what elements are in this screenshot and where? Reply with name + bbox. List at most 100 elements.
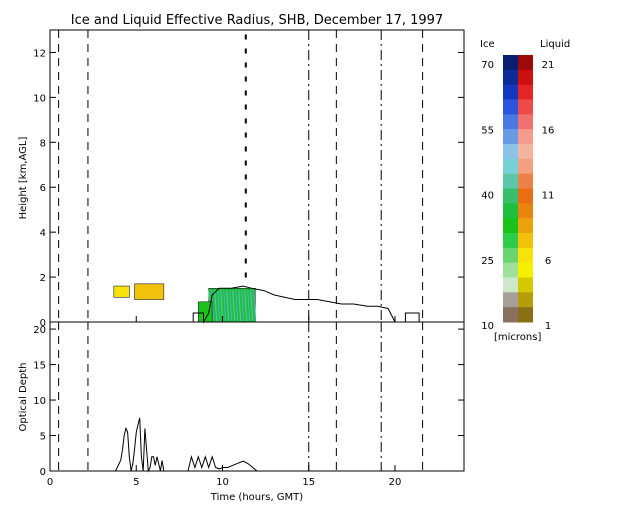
liquid-cloud-region [113,285,130,298]
optical-depth-axis-label: Optical Depth [18,363,29,432]
ice-tick-label: 70 [481,60,494,71]
liquid-swatch [518,129,533,145]
time-ticks: 0 5 10 15 20 [47,465,402,488]
liquid-cloud-region [134,283,165,300]
liquid-swatch [518,247,533,264]
y-tick-label: 4 [40,228,46,239]
time-axis-label: Time (hours, GMT) [210,492,304,503]
ice-tick-label: 10 [481,321,494,332]
ice-texture-streak [214,290,218,322]
y-tick-label: 5 [40,432,46,443]
colorbar-ice-swatches [503,55,518,323]
optical-depth-series [115,417,258,473]
ice-tick-label: 25 [481,256,494,267]
ice-swatch [503,307,518,323]
ice-swatch [503,233,518,249]
ice-texture-streak [250,290,254,322]
liquid-swatch [518,277,533,293]
colorbar: Ice Liquid 70 55 40 25 10 21 16 11 6 1 [microns] [480,39,570,343]
ice-swatch [503,218,518,234]
height-axis-label: Height [km,AGL] [18,137,29,220]
radius-plot-frame [49,29,465,323]
liquid-swatch [518,203,533,219]
y-tick-label: 0 [40,467,46,478]
optical-depth-panel: 0 5 10 15 20 0 5 10 15 20 Optical Depth Time (ho… [18,321,465,503]
colorbar-liquid-swatches [518,55,533,323]
ice-swatch [503,173,518,189]
liquid-swatch [518,218,533,234]
y-tick-label: 6 [40,183,46,194]
x-tick-label: 15 [302,477,315,488]
liquid-swatch [518,158,533,175]
y-tick-label: 8 [40,138,46,149]
x-tick-label: 20 [389,477,402,488]
y-tick-label: 20 [33,325,46,336]
optical-depth-plot-frame [49,321,465,472]
x-tick-label: 10 [216,477,229,488]
x-tick-label: 5 [133,477,139,488]
y-tick-label: 10 [33,93,46,104]
liquid-swatch [518,144,533,160]
liquid-tick-label: 11 [542,191,555,202]
ice-swatch [503,292,518,308]
liquid-swatch [518,188,533,204]
ice-texture-streak [232,290,236,322]
vertical-markers-bottom [58,322,424,471]
ice-swatch [503,277,518,293]
liquid-swatch [518,292,533,308]
liquid-swatch [518,84,533,100]
ice-swatch [503,203,518,219]
ice-swatch [503,99,518,115]
x-tick-label: 0 [47,477,53,488]
y-tick-label: 2 [40,273,46,284]
cloud-regions [113,34,257,323]
optical-depth-ticks: 0 5 10 15 20 [33,325,464,478]
liquid-swatch [518,114,533,130]
liquid-swatch [518,307,533,323]
ice-texture-streak [229,290,233,322]
vertical-markers [58,30,424,322]
chart-title: Ice and Liquid Effective Radius, SHB, De… [71,13,443,28]
ice-swatch [503,144,518,160]
ice-texture-streak [247,290,251,322]
liquid-tick-label: 6 [545,256,551,267]
ice-swatch [503,262,518,278]
colorbar-ticks: 70 55 40 25 10 21 16 11 6 1 [481,60,554,332]
ice-swatch [503,158,518,175]
ice-swatch [503,84,518,100]
ice-texture-streak [223,290,227,322]
ice-swatch [503,55,518,71]
ice-texture-streak [235,290,239,322]
y-tick-label: 10 [33,396,46,407]
y-tick-label: 12 [33,48,46,59]
liquid-tick-label: 1 [545,321,551,332]
ice-tick-label: 55 [481,125,494,136]
liquid-tick-label: 21 [542,60,555,71]
ice-texture-streak [244,290,248,322]
ice-swatch [503,247,518,264]
liquid-swatch [518,69,533,86]
colorbar-ice-label: Ice [480,39,495,50]
height-ticks: 0 2 4 6 8 10 12 [33,48,464,329]
y-tick-label: 0 [40,318,46,329]
ice-texture-streak [217,290,221,322]
colorbar-units: [microns] [494,332,541,343]
ice-swatch [503,69,518,86]
y-tick-label: 15 [33,361,46,372]
colorbar-liquid-label: Liquid [540,39,570,50]
ice-texture-streak [253,290,257,322]
liquid-tick-label: 16 [542,125,555,136]
ice-swatch [503,114,518,130]
radius-panel: 0 2 4 6 8 10 12 Height [km,AGL] [18,29,465,329]
cloud-top-outline [192,285,420,324]
ice-texture-streak [226,290,230,322]
ice-tick-label: 40 [481,191,494,202]
liquid-swatch [518,173,533,189]
ice-texture-streak [241,290,245,322]
ice-swatch [503,129,518,145]
radius-time-ticks [49,316,396,322]
ice-texture-streak [220,290,224,322]
liquid-swatch [518,262,533,278]
liquid-swatch [518,55,533,71]
ice-texture-streak [238,290,242,322]
